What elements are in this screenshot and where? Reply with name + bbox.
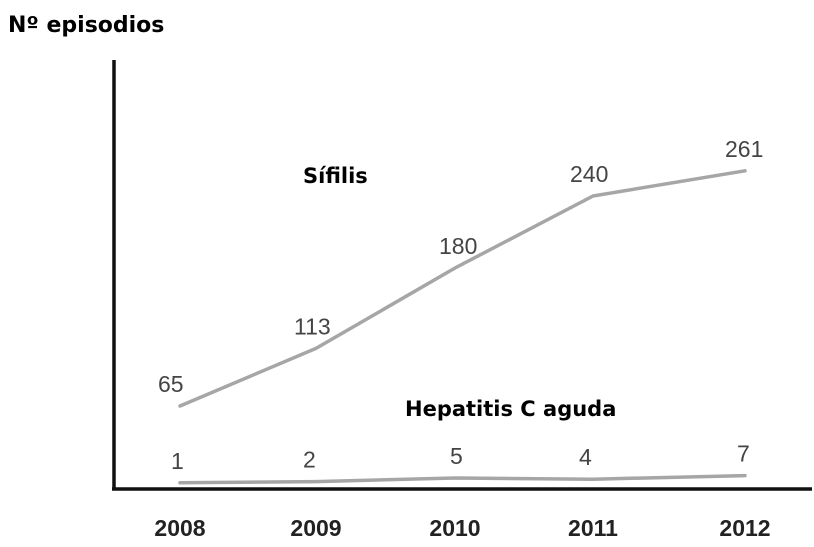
x-tick-label: 2010 — [429, 515, 480, 541]
x-tick-labels: 2008 2009 2010 2011 2012 — [154, 515, 770, 541]
data-label: 180 — [439, 233, 477, 259]
x-tick-label: 2011 — [568, 515, 618, 541]
data-label: 240 — [570, 161, 608, 187]
data-labels: 65 113 180 240 261 1 2 5 4 7 — [158, 136, 763, 474]
data-label: 2 — [303, 447, 316, 473]
data-label: 4 — [579, 444, 592, 470]
series-line-1 — [178, 473, 747, 485]
series-label-hepatitis-c-aguda: Hepatitis C aguda — [405, 397, 616, 421]
series-line-0 — [178, 169, 747, 408]
data-label: 261 — [725, 136, 763, 162]
data-label: 7 — [737, 441, 750, 467]
series-layer — [178, 169, 747, 485]
x-tick-label: 2009 — [290, 515, 341, 541]
data-label: 65 — [158, 371, 184, 397]
y-axis-label: Nº episodios — [8, 13, 164, 38]
data-label: 113 — [294, 313, 331, 339]
data-label: 1 — [171, 448, 184, 474]
x-tick-label: 2012 — [719, 515, 770, 541]
x-tick-label: 2008 — [154, 515, 205, 541]
series-label-sifilis: Sífilis — [303, 164, 368, 188]
data-label: 5 — [450, 443, 463, 469]
